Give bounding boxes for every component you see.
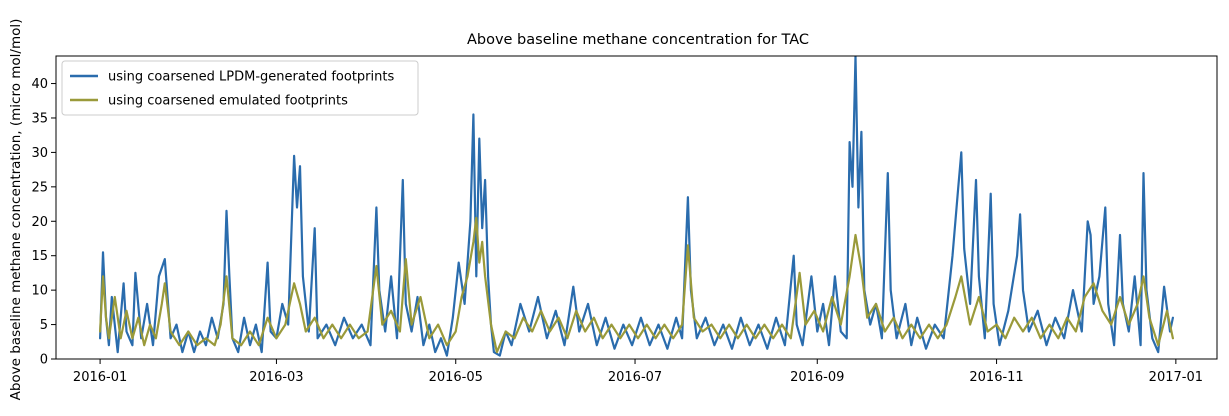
y-tick-label: 30	[31, 146, 48, 161]
y-axis-label: Above baseline methane concentration, (m…	[8, 19, 24, 401]
chart-title: Above baseline methane concentration for…	[467, 32, 809, 48]
legend-box	[61, 60, 419, 116]
x-tick-label: 2016-09	[790, 370, 844, 385]
y-tick-label: 40	[31, 77, 48, 92]
x-axis: 2016-01 2016-03 2016-05 2016-07 2016-09 2016-…	[73, 359, 1203, 385]
y-tick-label: 20	[31, 215, 48, 230]
x-tick-label: 2017-01	[1149, 370, 1203, 385]
plot-area: 2016-01 2016-03 2016-05 2016-07 2016-09 2016-…	[31, 55, 1218, 385]
series-line-1	[99, 56, 1174, 357]
x-tick-label: 2016-05	[429, 370, 483, 385]
legend-label: using coarsened LPDM-generated footprint…	[108, 70, 394, 85]
x-tick-label: 2016-01	[73, 370, 127, 385]
y-axis: 0 5 10 15 20 25 30 35 40	[31, 77, 56, 368]
plot-frame	[55, 55, 1218, 360]
y-tick-label: 10	[31, 284, 48, 299]
x-tick-label: 2016-11	[969, 370, 1023, 385]
y-tick-label: 25	[31, 180, 48, 195]
x-tick-label: 2016-03	[249, 370, 303, 385]
x-tick-label: 2016-07	[608, 370, 662, 385]
y-tick-label: 35	[31, 111, 48, 126]
y-tick-label: 15	[31, 249, 48, 264]
y-tick-label: 0	[40, 353, 48, 368]
legend-label: using coarsened emulated footprints	[108, 94, 348, 109]
legend: using coarsened LPDM-generated footprint…	[61, 60, 419, 116]
series-line-2	[99, 216, 1174, 354]
y-tick-label: 5	[40, 318, 48, 333]
series-layer	[99, 56, 1174, 357]
